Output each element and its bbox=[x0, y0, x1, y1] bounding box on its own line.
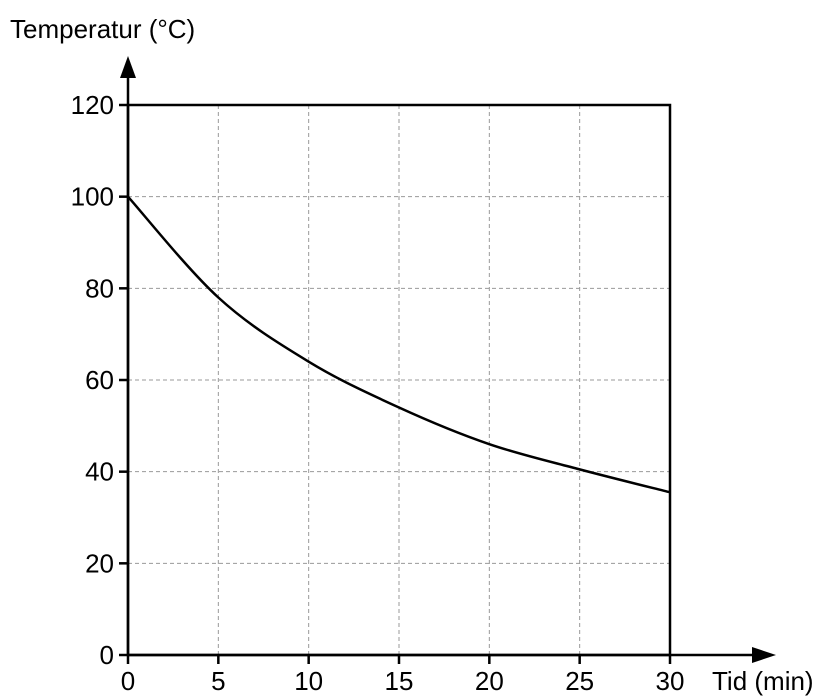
grid-layer bbox=[128, 105, 670, 655]
y-axis-title: Temperatur (°C) bbox=[10, 14, 195, 44]
y-tick-label: 60 bbox=[85, 365, 114, 395]
y-tick-label: 0 bbox=[100, 640, 114, 670]
y-tick-label: 40 bbox=[85, 457, 114, 487]
temperature-curve bbox=[127, 195, 671, 494]
ticks-layer: 0 20 40 60 80 100 120 0 5 10 15 20 25 30 bbox=[71, 90, 685, 696]
y-tick-label: 120 bbox=[71, 90, 114, 120]
x-tick-label: 0 bbox=[121, 666, 135, 696]
axes-layer bbox=[120, 56, 776, 663]
x-tick-label: 30 bbox=[656, 666, 685, 696]
x-tick-label: 25 bbox=[565, 666, 594, 696]
y-axis-arrow bbox=[120, 56, 136, 78]
y-tick-label: 80 bbox=[85, 273, 114, 303]
x-axis-title: Tid (min) bbox=[712, 666, 814, 696]
x-tick-label: 15 bbox=[385, 666, 414, 696]
x-tick-label: 10 bbox=[294, 666, 323, 696]
y-tick-label: 20 bbox=[85, 548, 114, 578]
y-tick-label: 100 bbox=[71, 182, 114, 212]
x-tick-label: 5 bbox=[211, 666, 225, 696]
x-axis-arrow bbox=[752, 647, 776, 663]
x-tick-label: 20 bbox=[475, 666, 504, 696]
